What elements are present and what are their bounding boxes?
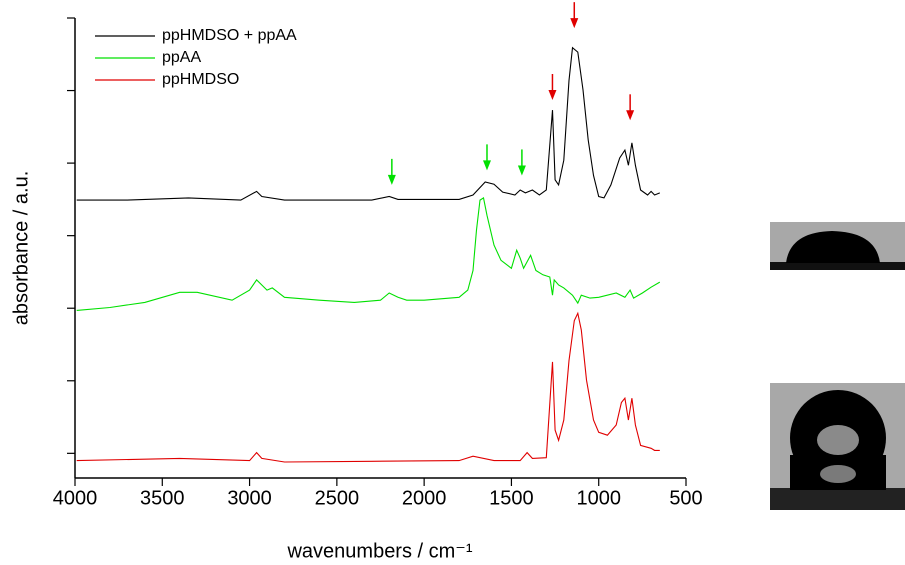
annotation-arrow [517,149,526,176]
x-tick-label: 2000 [402,487,447,509]
x-axis-label: wavenumbers / cm⁻¹ [286,540,472,562]
x-tick-label: 1000 [576,487,621,509]
legend-label: ppHMDSO [162,71,239,88]
spectrum-line [76,197,661,311]
y-axis-label: absorbance / a.u. [10,171,32,326]
x-tick-label: 1500 [489,487,534,509]
x-tick-label: 4000 [53,487,98,509]
annotation-arrow [626,94,635,121]
legend-label: ppHMDSO + ppAA [162,27,297,44]
annotation-arrow [482,144,491,171]
x-tick-label: 2500 [315,487,360,509]
x-tick-label: 500 [669,487,702,509]
x-tick-label: 3500 [140,487,185,509]
annotation-arrow [548,73,557,100]
annotation-arrow [570,2,579,29]
contact-angle-image-1 [770,222,905,270]
legend-label: ppAA [162,49,201,66]
contact-angle-image-2 [770,383,905,510]
annotation-arrow [387,158,396,185]
spectrum-line [76,311,660,463]
spectrum-line [76,46,661,201]
x-tick-label: 3000 [227,487,272,509]
